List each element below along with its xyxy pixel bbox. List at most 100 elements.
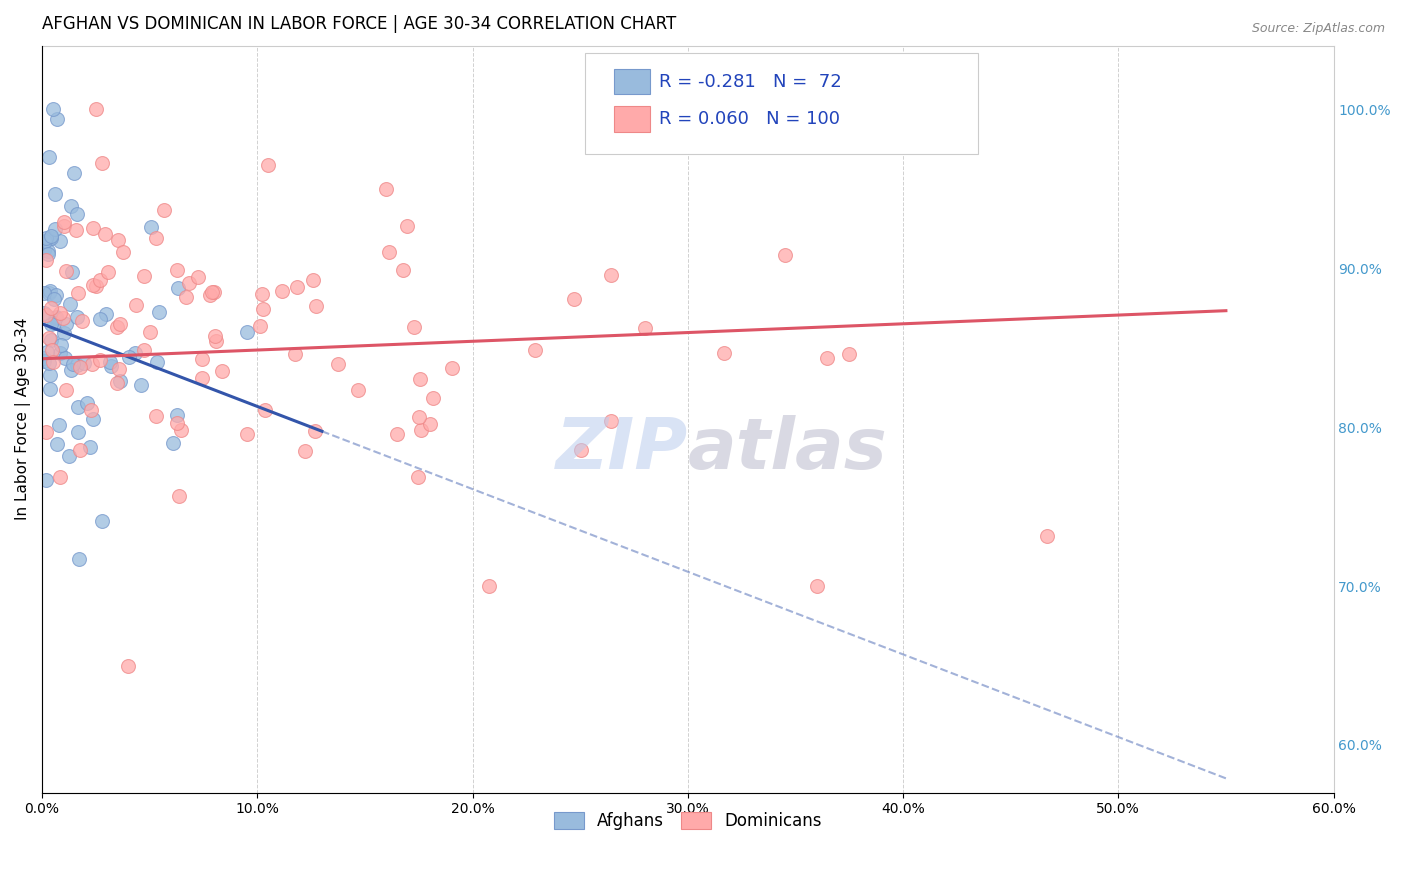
Point (170, 424, 193, 438)
Point (204, 329, 226, 343)
Point (177, 276, 200, 290)
Point (97, 265, 120, 279)
Point (55, 317, 77, 331)
Point (375, 182, 398, 196)
Point (235, 325, 257, 339)
Point (82, 412, 104, 426)
Text: AFGHAN VS DOMINICAN IN LABOR FORCE | AGE 30-34 CORRELATION CHART: AFGHAN VS DOMINICAN IN LABOR FORCE | AGE… (42, 15, 676, 33)
Point (37, 345, 59, 359)
Point (80, 357, 103, 371)
Point (53, 351, 76, 365)
Point (38, 331, 60, 345)
Legend: Afghans, Dominicans: Afghans, Dominicans (547, 805, 828, 837)
Point (326, 357, 349, 371)
Point (38, 284, 60, 298)
Point (257, 158, 280, 172)
Point (253, 403, 276, 417)
Point (49, 470, 72, 484)
Point (39, 333, 62, 347)
Point (125, 297, 148, 311)
Point (49, 345, 72, 359)
Point (600, 268, 623, 282)
FancyBboxPatch shape (585, 54, 979, 154)
Point (153, 203, 176, 218)
Point (53, 326, 76, 341)
Point (35, 253, 58, 268)
Point (35, 473, 58, 487)
Point (304, 425, 326, 439)
Point (41, 231, 63, 245)
Point (73, 356, 96, 370)
Point (69, 359, 91, 374)
Point (38, 285, 60, 300)
Point (48, 306, 70, 320)
Point (76, 396, 98, 410)
Text: Source: ZipAtlas.com: Source: ZipAtlas.com (1251, 22, 1385, 36)
Point (35, 230, 58, 244)
Point (132, 343, 155, 358)
Point (45, 437, 67, 451)
Point (191, 352, 214, 367)
Point (211, 363, 233, 377)
Point (55, 384, 77, 398)
Point (166, 262, 188, 277)
Point (46, 112, 69, 127)
Point (38, 356, 60, 370)
Text: R = 0.060   N = 100: R = 0.060 N = 100 (659, 110, 841, 128)
Point (49, 235, 72, 249)
Point (38, 232, 60, 246)
Point (69, 443, 91, 458)
Point (51, 337, 73, 351)
Point (80, 402, 103, 417)
Point (187, 270, 209, 285)
Point (408, 410, 430, 425)
Text: ZIP: ZIP (555, 415, 688, 483)
Point (42, 355, 65, 369)
Point (79, 440, 101, 454)
Point (59, 297, 82, 311)
Point (200, 287, 222, 301)
Point (1036, 529, 1059, 543)
Text: atlas: atlas (688, 415, 887, 483)
Point (70, 314, 93, 328)
Point (166, 416, 188, 430)
Point (523, 343, 546, 358)
Point (129, 378, 152, 392)
FancyBboxPatch shape (614, 69, 651, 95)
Point (838, 347, 860, 361)
Point (62, 358, 84, 372)
Point (634, 321, 657, 335)
Point (148, 305, 170, 319)
Point (205, 334, 228, 348)
Point (62, 265, 84, 279)
Text: R = -0.281   N =  72: R = -0.281 N = 72 (659, 72, 842, 90)
Point (252, 301, 274, 316)
Point (815, 351, 838, 365)
Point (562, 293, 585, 307)
Point (117, 658, 139, 673)
Point (67, 400, 90, 414)
Point (42, 316, 65, 330)
Point (139, 219, 162, 234)
Point (284, 347, 307, 361)
Point (569, 443, 592, 458)
Point (250, 287, 273, 301)
Point (38, 150, 60, 164)
Point (84, 102, 107, 116)
Point (66, 286, 89, 301)
Point (105, 376, 128, 390)
Point (89, 273, 111, 287)
Point (202, 285, 225, 299)
Point (713, 346, 735, 360)
Point (271, 284, 294, 298)
Point (166, 281, 188, 295)
Point (89, 353, 111, 368)
Point (478, 579, 501, 593)
Point (100, 355, 122, 369)
Point (66, 207, 89, 221)
Point (44, 292, 66, 306)
Point (44, 310, 66, 325)
Point (32, 243, 55, 257)
Point (48, 418, 70, 433)
Point (39, 382, 62, 396)
